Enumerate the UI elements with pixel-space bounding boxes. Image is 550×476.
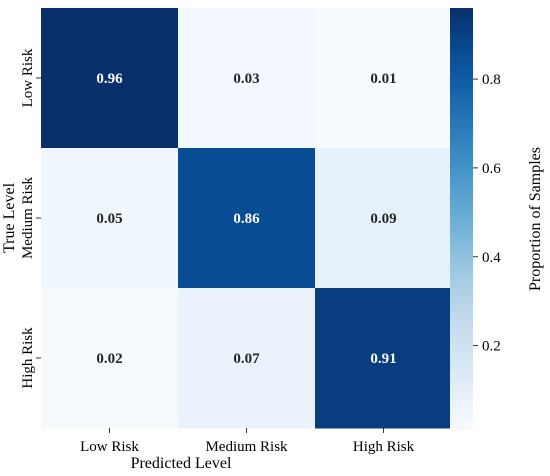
heatmap-cell (41, 148, 179, 289)
x-axis: Low Risk Medium Risk High Risk (80, 428, 415, 455)
heatmap-cell (315, 288, 453, 429)
heatmap-cells: 0.96 0.03 0.01 0.05 0.86 0.09 0.02 0.07 0.91 (41, 8, 453, 429)
cell-value-label: 0.01 (370, 71, 396, 87)
cell-value-label: 0.09 (370, 211, 396, 227)
colorbar-ticks: 0.2 0.4 0.6 0.8 (473, 72, 501, 355)
heatmap-cell (41, 288, 179, 429)
y-tick-label: Low Risk (20, 48, 36, 107)
colorbar-tick-label: 0.2 (482, 339, 501, 355)
heatmap-cell (178, 288, 316, 429)
x-tick-label: Medium Risk (205, 439, 288, 455)
cell-value-label: 0.96 (96, 71, 123, 87)
y-axis: Low Risk Medium Risk High Risk (20, 48, 41, 389)
cell-value-label: 0.05 (96, 211, 122, 227)
cell-value-label: 0.07 (233, 351, 260, 367)
heatmap-cell (315, 148, 453, 289)
colorbar-tick-label: 0.4 (482, 250, 501, 266)
heatmap-cell (41, 8, 179, 149)
heatmap-cell (178, 148, 316, 289)
heatmap-cell (315, 8, 453, 149)
colorbar-title: Proportion of Samples (527, 147, 544, 291)
cell-value-label: 0.86 (233, 211, 260, 227)
colorbar: 0.2 0.4 0.6 0.8 Proportion of Samples (450, 8, 544, 430)
colorbar-tick-label: 0.6 (482, 161, 501, 177)
y-tick-label: High Risk (20, 327, 36, 389)
x-tick-label: Low Risk (80, 439, 139, 455)
y-tick-label: Medium Risk (20, 176, 36, 259)
cell-value-label: 0.91 (370, 351, 396, 367)
colorbar-gradient (450, 8, 473, 430)
x-tick-label: High Risk (353, 439, 415, 455)
cell-value-label: 0.02 (96, 351, 122, 367)
y-axis-title: True Level (1, 182, 18, 253)
colorbar-tick-label: 0.8 (482, 72, 501, 88)
cell-value-label: 0.03 (233, 71, 259, 87)
heatmap-cell (178, 8, 316, 149)
x-axis-title: Predicted Level (131, 455, 232, 472)
